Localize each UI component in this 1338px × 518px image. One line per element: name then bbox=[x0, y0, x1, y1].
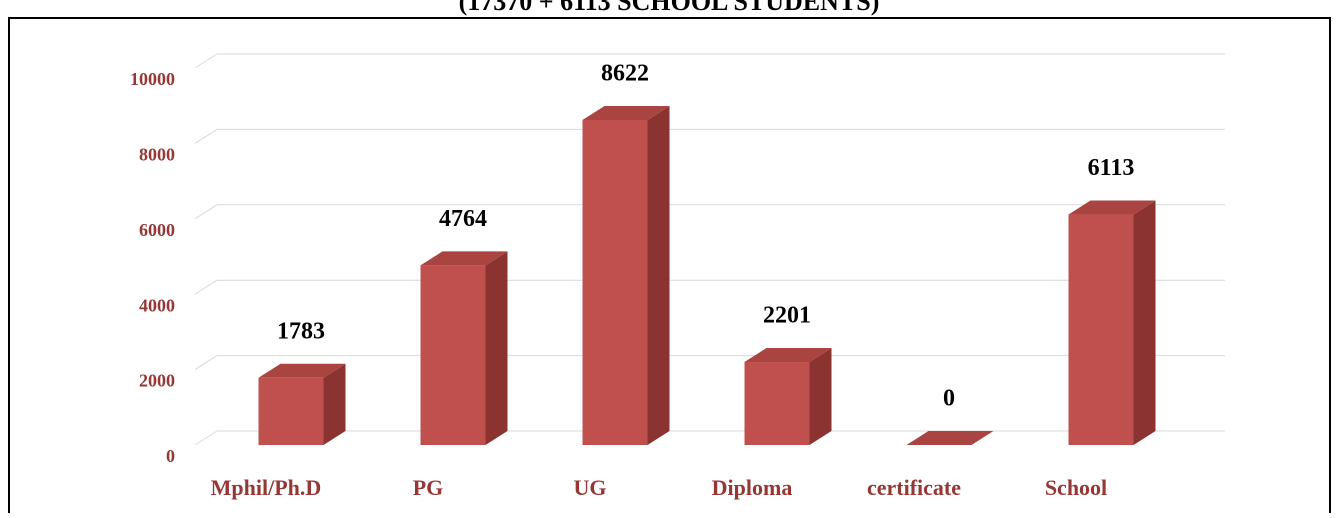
bar bbox=[258, 363, 346, 445]
y-tick-label: 8000 bbox=[139, 145, 175, 165]
bar-front bbox=[582, 119, 648, 446]
bar bbox=[906, 431, 994, 445]
x-tick-label: certificate bbox=[867, 475, 961, 500]
data-label: 1783 bbox=[277, 318, 325, 344]
x-tick-label: PG bbox=[413, 475, 444, 500]
data-label: 8622 bbox=[601, 60, 649, 86]
bar-top bbox=[1068, 200, 1156, 215]
bar bbox=[1068, 200, 1156, 445]
bar-side bbox=[1133, 200, 1156, 445]
bar-side bbox=[809, 348, 832, 445]
bar-front bbox=[258, 377, 324, 445]
data-label: 6113 bbox=[1088, 155, 1135, 181]
bar bbox=[420, 251, 508, 445]
grid-line-side bbox=[194, 204, 218, 220]
bar-side bbox=[647, 105, 670, 446]
x-tick-label: Mphil/Ph.D bbox=[211, 475, 322, 500]
y-tick-label: 4000 bbox=[139, 295, 175, 315]
bar-front bbox=[420, 265, 486, 445]
grid-line-side bbox=[194, 430, 218, 446]
data-label: 0 bbox=[943, 386, 955, 412]
bar-top bbox=[420, 251, 508, 266]
grid-line-side bbox=[194, 128, 218, 144]
x-tick-label: School bbox=[1045, 475, 1107, 500]
bar-top bbox=[744, 348, 832, 363]
bar-side bbox=[323, 363, 346, 445]
bar bbox=[582, 105, 670, 446]
bar-top bbox=[258, 363, 346, 378]
y-tick-label: 10000 bbox=[130, 69, 175, 89]
bar-top bbox=[582, 105, 670, 120]
bar-top bbox=[906, 431, 994, 445]
y-tick-label: 0 bbox=[166, 446, 175, 466]
grid-line-side bbox=[194, 279, 218, 295]
x-tick-label: Diploma bbox=[712, 475, 793, 500]
y-tick-label: 6000 bbox=[139, 220, 175, 240]
y-tick-label: 2000 bbox=[139, 371, 175, 391]
data-label: 2201 bbox=[763, 303, 811, 329]
grid-line-side bbox=[194, 53, 218, 69]
grid-line-side bbox=[194, 355, 218, 371]
bar-front bbox=[744, 362, 810, 445]
x-tick-label: UG bbox=[574, 475, 607, 500]
bar-front bbox=[1068, 214, 1134, 445]
bar-side bbox=[485, 251, 508, 445]
bar bbox=[744, 348, 832, 445]
data-label: 4764 bbox=[439, 206, 487, 232]
chart-title: (17370 + 6113 SCHOOL STUDENTS) bbox=[459, 0, 880, 16]
